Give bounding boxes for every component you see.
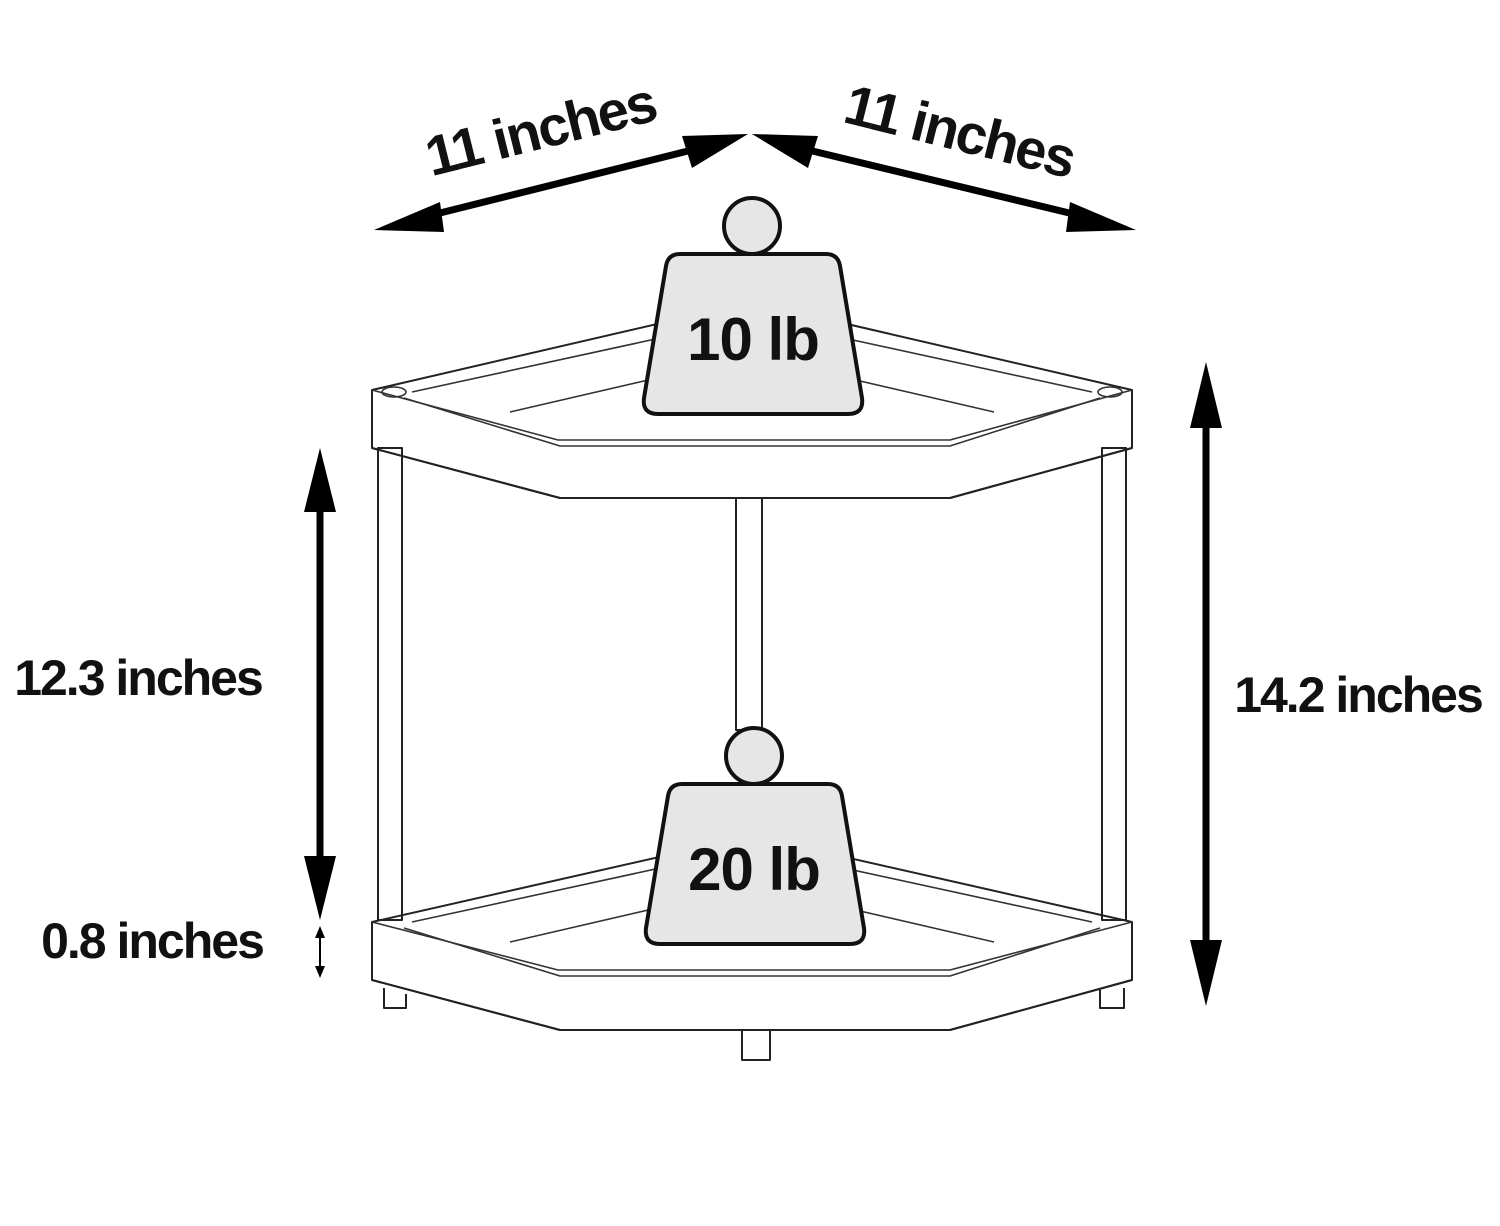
- weight-label-bottom: 20 lb: [688, 836, 820, 903]
- weight-handle-icon: [724, 726, 784, 786]
- foot-height-label: 0.8 inches: [41, 913, 263, 969]
- weight-body-icon: [643, 782, 867, 946]
- total-height-arrow: [1190, 362, 1222, 1006]
- depth-right-label: 11 inches: [838, 72, 1080, 190]
- depth-left-arrow: [374, 134, 748, 232]
- shelf-feet: [383, 988, 1125, 1061]
- shelf-gap-label: 12.3 inches: [14, 650, 262, 706]
- total-height-label: 14.2 inches: [1234, 667, 1482, 723]
- weight-handle-icon: [722, 196, 782, 256]
- weight-20lb: 20 lb: [643, 726, 867, 946]
- shelf-gap-arrow: [304, 448, 336, 920]
- foot-height-arrow: [315, 926, 325, 978]
- weight-body-icon: [641, 252, 865, 416]
- depth-right-arrow: [752, 134, 1136, 232]
- weight-label-top: 10 lb: [687, 306, 819, 373]
- weight-10lb: 10 lb: [641, 196, 865, 416]
